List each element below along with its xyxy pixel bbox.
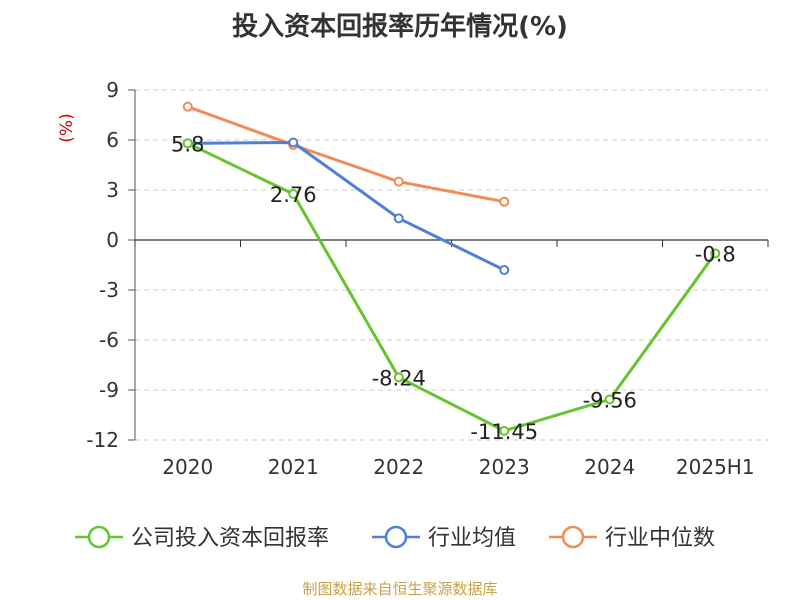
series-line xyxy=(187,105,505,204)
legend-marker-icon xyxy=(561,525,585,549)
data-labels: 5.8 2.76 -8.24 -11.45 -9.56 -0.8 xyxy=(171,132,736,444)
y-tick-label: -3 xyxy=(99,278,119,302)
y-tick-label: -9 xyxy=(99,378,119,402)
data-label: -9.56 xyxy=(583,388,637,412)
legend-marker-icon xyxy=(384,525,408,549)
grid-lines xyxy=(135,89,768,441)
y-tick-label: -12 xyxy=(86,428,119,452)
data-point xyxy=(710,248,721,259)
y-tick-label: 6 xyxy=(106,128,119,152)
data-point xyxy=(393,372,404,383)
x-tick-label: 2022 xyxy=(373,455,424,479)
data-point xyxy=(288,137,299,148)
series-line xyxy=(187,141,505,272)
data-label: -8.24 xyxy=(372,366,426,390)
data-point xyxy=(393,213,404,224)
y-tick-label: 0 xyxy=(106,228,119,252)
data-point xyxy=(288,189,299,199)
data-point xyxy=(499,196,510,207)
legend-label: 行业中位数 xyxy=(605,526,715,551)
y-axis-unit: (%) xyxy=(57,113,77,142)
legend-label: 行业均值 xyxy=(428,526,516,551)
data-source-note: 制图数据来自恒生聚源数据库 xyxy=(302,580,498,598)
data-point xyxy=(499,425,510,436)
y-tick-label: -6 xyxy=(99,328,119,352)
chart-title: 投入资本回报率历年情况(%) xyxy=(232,12,568,42)
y-tick-label: 3 xyxy=(106,178,119,202)
legend-marker-icon xyxy=(87,525,111,549)
data-point xyxy=(499,265,510,275)
data-point xyxy=(393,176,404,187)
x-tick-label: 2025H1 xyxy=(676,455,755,479)
legend-label: 公司投入资本回报率 xyxy=(131,526,329,551)
data-point xyxy=(604,394,615,405)
x-tick-label: 2023 xyxy=(479,455,530,479)
x-tick-label: 2021 xyxy=(268,455,319,479)
series-lines xyxy=(182,101,721,436)
data-point xyxy=(182,101,193,112)
series-line xyxy=(187,141,717,433)
data-label: -11.45 xyxy=(470,420,538,444)
y-tick-label: 9 xyxy=(106,78,119,102)
data-label: 2.76 xyxy=(270,183,317,207)
x-tick-label: 2024 xyxy=(584,455,635,479)
data-point xyxy=(182,138,193,149)
data-label: 5.8 xyxy=(171,132,204,156)
legend[interactable]: 公司投入资本回报率 行业均值 行业中位数 xyxy=(75,525,715,551)
data-label: -0.8 xyxy=(695,242,736,266)
axes: 9 6 3 0 -3 -6 -9 -12 (%) 2020 2021 2022 2023 2024 2025… xyxy=(57,78,769,479)
x-tick-label: 2020 xyxy=(162,455,213,479)
